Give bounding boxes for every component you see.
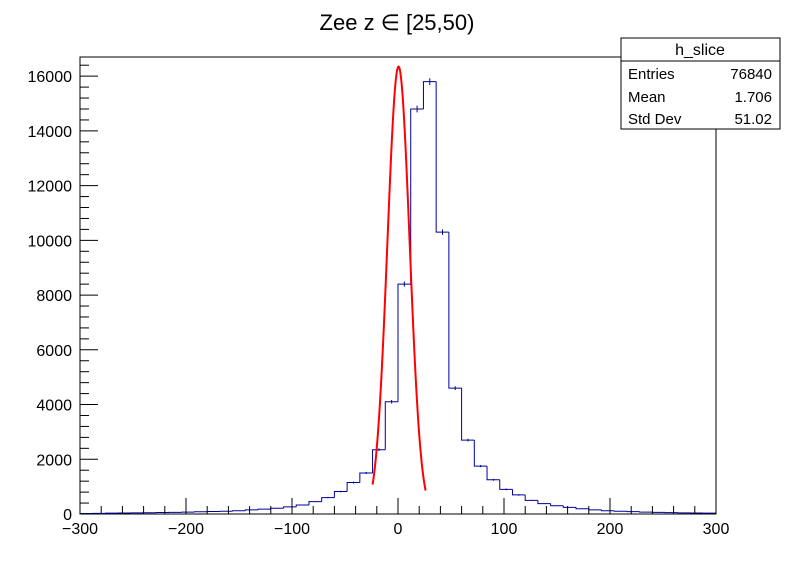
histogram-bin — [524, 494, 538, 501]
histogram-bin — [422, 78, 437, 109]
histogram-bin — [397, 281, 411, 402]
stats-box: h_slice Entries 76840 Mean 1.706 Std Dev… — [620, 37, 781, 130]
stats-title: h_slice — [675, 42, 725, 59]
y-tick-label: 10000 — [28, 233, 73, 250]
x-tick-label: 100 — [491, 521, 518, 538]
histogram-bin — [639, 511, 653, 513]
histogram-bin — [244, 509, 259, 511]
y-axis: 0 2000 4000 6000 8000 10000 12000 14000 16000 — [28, 64, 98, 524]
histogram-bin — [626, 511, 640, 513]
histogram-bin — [473, 440, 488, 468]
y-tick-label: 0 — [63, 507, 72, 524]
histogram-layer — [79, 78, 717, 514]
histogram-bin — [613, 510, 627, 512]
x-tick-label: 0 — [394, 521, 403, 538]
x-tick-label: 300 — [703, 521, 730, 538]
histogram-bin — [219, 510, 233, 512]
stats-entries-value: 76840 — [730, 66, 772, 83]
stats-mean-label: Mean — [628, 89, 666, 106]
histogram-bin — [295, 504, 309, 507]
y-tick-label: 8000 — [36, 288, 72, 305]
y-tick-label: 6000 — [36, 343, 72, 360]
y-tick-label: 16000 — [28, 69, 73, 86]
stats-entries-label: Entries — [628, 66, 675, 83]
fit-curve — [371, 65, 427, 491]
histogram-bin — [511, 489, 526, 496]
histogram-bin — [461, 388, 475, 442]
histogram-bin — [232, 510, 246, 512]
histogram-bin — [410, 105, 424, 285]
x-tick-label: −300 — [62, 521, 98, 538]
histogram-bin — [550, 503, 564, 507]
y-tick-label: 12000 — [28, 179, 73, 196]
histogram-bin — [193, 511, 208, 513]
histogram-bin — [537, 500, 551, 505]
x-axis: −300 −200 −100 0 100 200 300 — [62, 498, 729, 538]
y-tick-label: 14000 — [28, 124, 73, 141]
histogram-bin — [448, 232, 462, 390]
histogram-bin — [486, 466, 500, 481]
histogram-bin — [384, 400, 398, 450]
stats-stddev-value: 51.02 — [734, 111, 772, 128]
x-tick-label: −200 — [168, 521, 204, 538]
x-tick-label: 200 — [597, 521, 624, 538]
histogram-bin — [575, 507, 589, 510]
histogram-bin — [257, 508, 271, 510]
histogram-bin — [346, 481, 360, 492]
histogram-bin — [333, 490, 348, 498]
y-tick-label: 4000 — [36, 398, 72, 415]
histogram-bin — [435, 81, 449, 235]
x-tick-label: −100 — [274, 521, 310, 538]
histogram-bin — [181, 511, 195, 513]
fit-layer — [371, 65, 427, 491]
stats-stddev-label: Std Dev — [628, 111, 682, 128]
y-tick-label: 2000 — [36, 452, 72, 469]
histogram-bin — [308, 501, 322, 505]
histogram-bin — [321, 496, 335, 502]
stats-box-frame — [620, 37, 781, 130]
stats-mean-value: 1.706 — [734, 89, 772, 106]
histogram-bin — [499, 479, 513, 491]
histogram-bin — [359, 471, 373, 483]
histogram-bin — [562, 505, 577, 508]
histogram-bin — [372, 448, 386, 473]
chart-title: Zee z ∈ [25,50) — [320, 10, 475, 35]
histogram-bin — [206, 511, 220, 513]
